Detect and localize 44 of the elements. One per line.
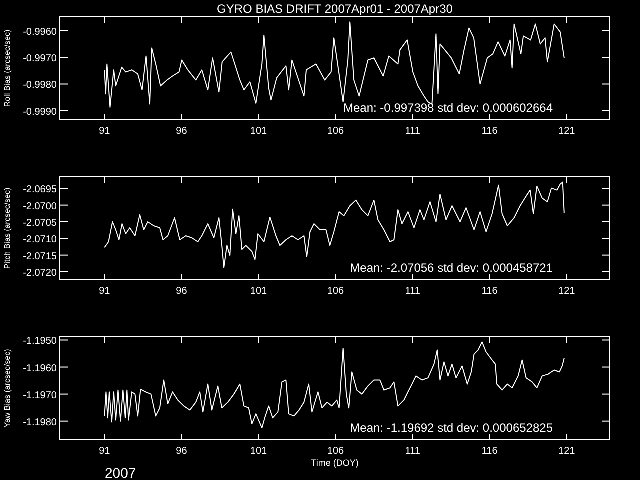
x-tick-label: 106 [327,286,345,297]
y-tick-label: -2.0710 [23,234,58,246]
x-tick-label: 101 [250,286,268,297]
annotation: Mean: -2.07056 std dev: 0.000458721 [350,261,554,275]
x-tick-label: 91 [99,286,111,297]
x-tick-label: 106 [327,446,345,457]
x-tick-label: 116 [482,126,498,137]
x-tick-label: 96 [176,286,188,297]
y-tick-label: -2.0715 [23,251,58,262]
y-tick-label: -0.9980 [23,80,58,92]
x-tick-label: 101 [250,126,268,137]
y-tick-label: -0.9990 [23,106,58,118]
y-axis-title: Roll Bias (arcsec/sec) [3,29,12,108]
chart-title: GYRO BIAS DRIFT 2007Apr01 - 2007Apr30 [217,2,454,16]
text: 2007 [105,465,136,480]
x-tick-label: 121 [558,446,576,457]
annotation: Mean: -0.997398 std dev: 0.000602664 [344,101,554,115]
x-tick-label: 106 [327,126,345,137]
x-tick-label: 96 [176,446,188,457]
x-tick-label: 121 [558,126,576,137]
x-tick-label: 101 [250,446,268,457]
x-tick-label: 111 [405,126,421,137]
y-tick-label: -2.0695 [23,184,58,196]
y-tick-label: -1.1980 [23,417,58,428]
y-tick-label: -2.0720 [23,268,58,279]
x-tick-label: 96 [176,126,188,137]
annotation: Mean: -1.19692 std dev: 0.000652825 [350,421,554,435]
y-tick-label: -0.9970 [23,54,58,65]
x-tick-label: 91 [99,126,111,137]
x-tick-label: 111 [405,446,421,457]
y-tick-label: -1.1960 [23,363,58,374]
y-tick-label: -2.0705 [23,218,58,229]
x-tick-label: 111 [405,286,421,297]
x-axis-title: Time (DOY) [311,458,359,468]
x-tick-label: 121 [558,286,576,297]
y-axis-title: Pitch Bias (arcsec/sec) [3,187,12,270]
x-tick-label: 116 [482,286,498,297]
x-tick-label: 91 [99,446,111,457]
y-tick-label: -2.0700 [23,201,58,212]
y-tick-label: -1.1950 [23,336,58,348]
y-tick-label: -1.1970 [23,390,58,402]
x-tick-label: 116 [482,446,498,457]
y-tick-label: -0.9960 [23,26,58,38]
y-axis-title: Yaw Bias (arcsec/sec) [3,348,12,428]
